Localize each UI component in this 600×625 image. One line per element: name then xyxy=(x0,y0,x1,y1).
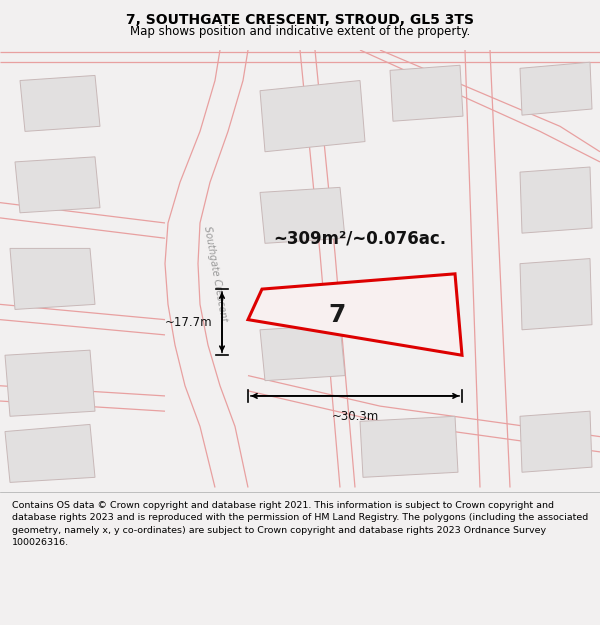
Polygon shape xyxy=(20,76,100,131)
Text: Southgate Crescent: Southgate Crescent xyxy=(202,225,229,322)
Polygon shape xyxy=(260,325,345,381)
Polygon shape xyxy=(15,157,100,212)
Polygon shape xyxy=(360,416,458,478)
Text: 7, SOUTHGATE CRESCENT, STROUD, GL5 3TS: 7, SOUTHGATE CRESCENT, STROUD, GL5 3TS xyxy=(126,12,474,26)
Polygon shape xyxy=(10,248,95,309)
Text: ~30.3m: ~30.3m xyxy=(331,410,379,423)
Text: ~17.7m: ~17.7m xyxy=(164,316,212,329)
Polygon shape xyxy=(520,167,592,233)
Polygon shape xyxy=(520,62,592,115)
Polygon shape xyxy=(520,259,592,330)
Polygon shape xyxy=(260,81,365,152)
Polygon shape xyxy=(248,274,462,355)
Polygon shape xyxy=(5,350,95,416)
Polygon shape xyxy=(390,65,463,121)
Polygon shape xyxy=(5,424,95,483)
Polygon shape xyxy=(520,411,592,472)
Text: ~309m²/~0.076ac.: ~309m²/~0.076ac. xyxy=(274,229,446,248)
Polygon shape xyxy=(260,188,345,243)
Text: Map shows position and indicative extent of the property.: Map shows position and indicative extent… xyxy=(130,24,470,38)
Text: 7: 7 xyxy=(328,302,346,326)
Text: Contains OS data © Crown copyright and database right 2021. This information is : Contains OS data © Crown copyright and d… xyxy=(12,501,588,547)
